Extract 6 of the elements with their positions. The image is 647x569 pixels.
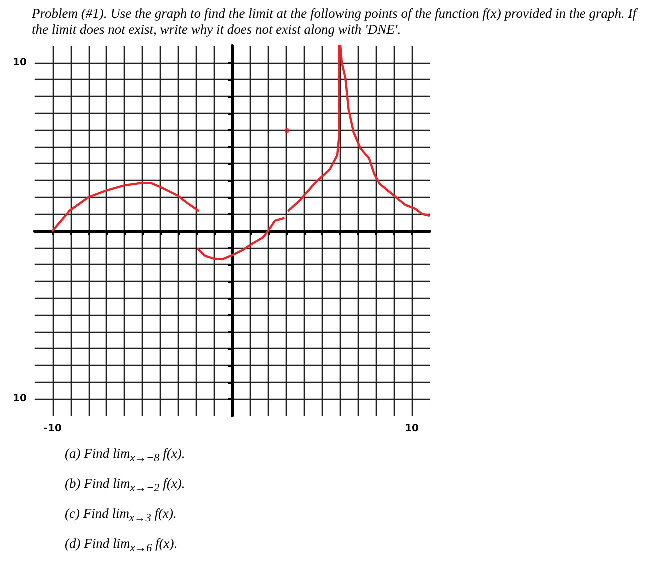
text: (c) Find lim$_{x→3}$ f(x). <box>65 506 178 527</box>
x-tick-label: -10 <box>44 424 62 434</box>
text: (b) Find lim$_{x→−2}$ f(x). <box>65 476 186 497</box>
chart-title: Problem (#1). Use the graph to find the limit at the following points of the function f(x) provided in the graph. If the limit does not exist, write why it does not exist along with 'DNE'. <box>32 6 639 38</box>
text: (d) Find lim$_{x→6}$ f(x). <box>65 536 179 557</box>
text: (a) Find lim$_{x→−8}$ f(x). <box>65 446 186 467</box>
